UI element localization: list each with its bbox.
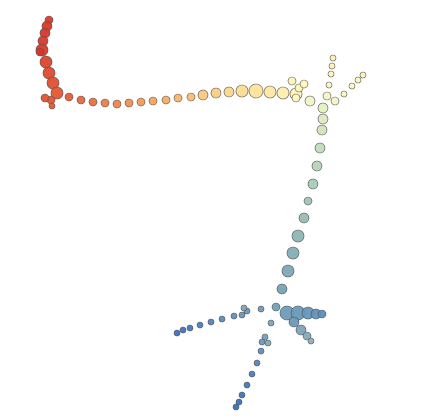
- top-arm-dot: [173, 93, 183, 103]
- trunk-dot: [316, 124, 328, 136]
- blue-down-dot: [235, 398, 243, 406]
- top-arm-dot: [276, 86, 290, 100]
- trunk-dot: [307, 178, 319, 190]
- yellow-branch-dot: [322, 91, 332, 101]
- red-arm-dot: [35, 47, 45, 57]
- yellow-branch-dot: [328, 62, 336, 70]
- top-arm-dot: [88, 97, 98, 107]
- hub-dot: [295, 324, 307, 336]
- blue-left-dot: [196, 321, 204, 329]
- yellow-branch-dot: [359, 71, 367, 79]
- blue-down-dot: [261, 333, 269, 341]
- hub-dot: [317, 309, 327, 319]
- top-arm-dot: [148, 96, 158, 106]
- yellow-branch-dot: [330, 96, 340, 106]
- top-arm-dot: [186, 92, 196, 102]
- top-arm-dot: [136, 97, 146, 107]
- yellow-branch-dot: [340, 90, 348, 98]
- blue-down-dot: [248, 370, 256, 378]
- top-arm-dot: [263, 85, 277, 99]
- trunk-dot: [317, 102, 329, 114]
- blue-left-dot: [173, 329, 181, 337]
- blue-down-dot: [238, 391, 246, 399]
- trunk-dot: [298, 212, 310, 224]
- red-arm-dot: [48, 102, 56, 110]
- blue-stub-dot: [267, 319, 275, 327]
- hub-dot: [307, 337, 315, 345]
- trunk-dot: [311, 160, 323, 172]
- trunk-dot: [281, 264, 295, 278]
- blue-left-dot: [257, 305, 265, 313]
- top-arm-dot: [112, 99, 122, 109]
- junction-dot: [291, 93, 301, 103]
- top-arm-dot: [235, 84, 249, 98]
- yellow-branch-dot: [329, 54, 337, 62]
- yellow-branch-dot: [348, 82, 356, 90]
- red-arm-dot: [39, 55, 53, 69]
- red-arm-dot: [40, 93, 50, 103]
- hub-dot: [271, 302, 281, 312]
- yellow-branch-dot: [325, 81, 333, 89]
- blue-left-dot: [238, 311, 246, 319]
- junction-dot: [287, 76, 297, 86]
- trunk-dot: [303, 196, 313, 206]
- yellow-branch-dot: [304, 95, 316, 107]
- blue-left-dot: [230, 312, 238, 320]
- trunk-dot: [276, 283, 288, 295]
- blue-left-dot: [186, 324, 194, 332]
- blue-down-dot: [243, 381, 251, 389]
- blue-left-dot: [240, 304, 248, 312]
- top-arm-dot: [124, 98, 134, 108]
- top-arm-dot: [64, 92, 74, 102]
- hub-dot: [302, 331, 312, 341]
- trunk-dot: [286, 246, 300, 260]
- top-arm-dot: [100, 98, 110, 108]
- trunk-dot: [291, 229, 305, 243]
- blue-down-dot: [257, 347, 265, 355]
- top-arm-dot: [161, 95, 171, 105]
- yellow-branch-dot: [354, 76, 362, 84]
- blue-down-dot: [264, 339, 272, 347]
- top-arm-dot: [197, 89, 209, 101]
- top-arm-dot: [210, 87, 222, 99]
- top-arm-dot: [76, 95, 86, 105]
- blue-down-dot: [253, 359, 261, 367]
- blue-left-dot: [207, 318, 215, 326]
- top-arm-dot: [248, 83, 264, 99]
- blue-left-dot: [179, 326, 187, 334]
- blue-down-dot: [232, 403, 240, 411]
- yellow-branch-dot: [327, 70, 335, 78]
- hub-dot: [288, 316, 300, 328]
- blue-down-dot: [258, 338, 266, 346]
- top-arm-dot: [223, 86, 235, 98]
- trunk-dot: [317, 113, 329, 125]
- trunk-dot: [314, 142, 326, 154]
- blue-left-dot: [218, 315, 226, 323]
- red-arm-dot: [50, 86, 64, 100]
- junction-dot: [299, 79, 309, 89]
